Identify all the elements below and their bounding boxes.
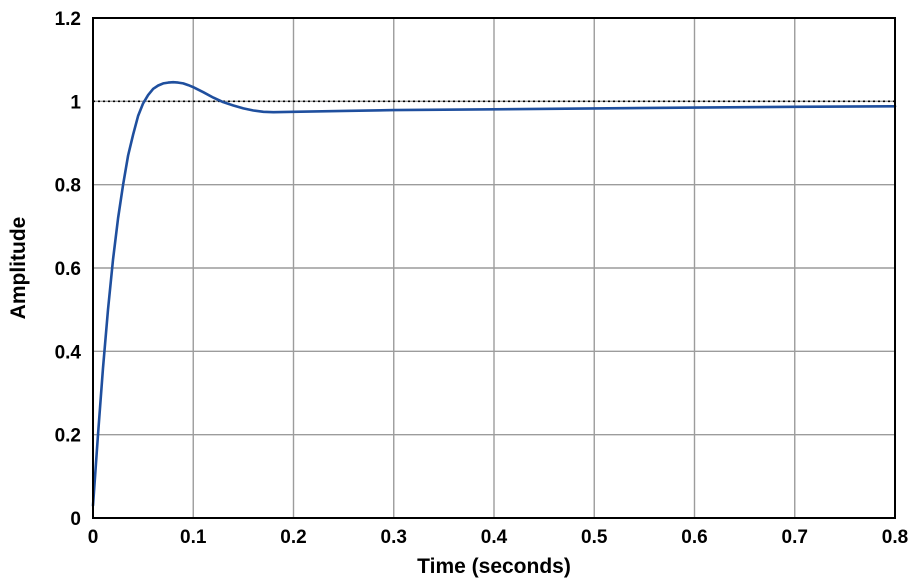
x-tick-label: 0.8 (882, 527, 908, 548)
y-tick-label: 0 (70, 509, 81, 530)
y-axis-label: Amplitude (7, 217, 30, 320)
x-axis-label: Time (seconds) (417, 555, 571, 578)
x-tick-label: 0.6 (681, 527, 707, 548)
y-tick-labels: 0 0.2 0.4 0.6 0.8 1 1.2 (55, 9, 82, 530)
x-tick-label: 0.2 (280, 527, 306, 548)
y-tick-label: 1 (70, 92, 81, 113)
x-tick-label: 0.7 (782, 527, 808, 548)
y-tick-label: 0.6 (55, 259, 81, 280)
series-layer (91, 80, 897, 507)
x-tick-labels: 0 0.1 0.2 0.3 0.4 0.5 0.6 0.7 0.8 (88, 527, 909, 548)
y-tick-label: 0.4 (55, 342, 82, 363)
x-tick-label: 0 (88, 527, 99, 548)
grid (93, 18, 895, 518)
y-tick-label: 0.2 (55, 426, 81, 447)
x-tick-label: 0.1 (180, 527, 207, 548)
y-tick-label: 1.2 (55, 9, 81, 30)
step-response-line (91, 80, 897, 507)
x-tick-label: 0.4 (481, 527, 508, 548)
x-tick-label: 0.3 (381, 527, 407, 548)
plot-frame (92, 17, 896, 519)
y-tick-label: 0.8 (55, 176, 81, 197)
x-tick-label: 0.5 (581, 527, 608, 548)
